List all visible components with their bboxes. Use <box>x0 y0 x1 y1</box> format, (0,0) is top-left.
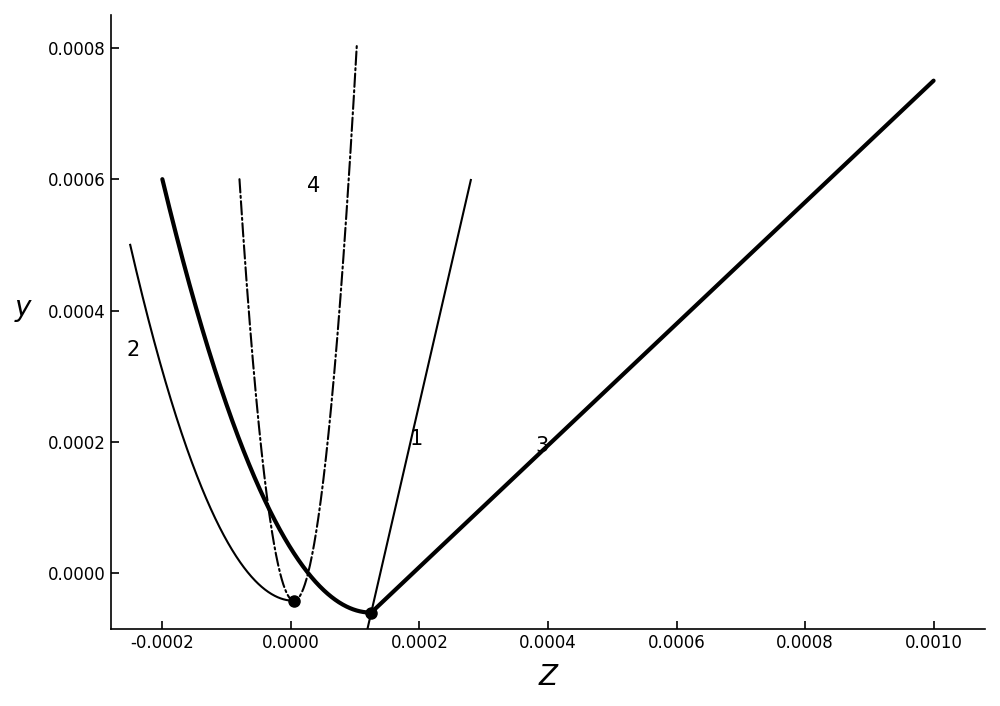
X-axis label: Z: Z <box>538 663 557 691</box>
Text: 1: 1 <box>410 429 423 449</box>
Text: 3: 3 <box>535 436 548 455</box>
Y-axis label: y: y <box>15 294 31 322</box>
Text: 4: 4 <box>307 176 320 196</box>
Text: 2: 2 <box>127 340 140 361</box>
